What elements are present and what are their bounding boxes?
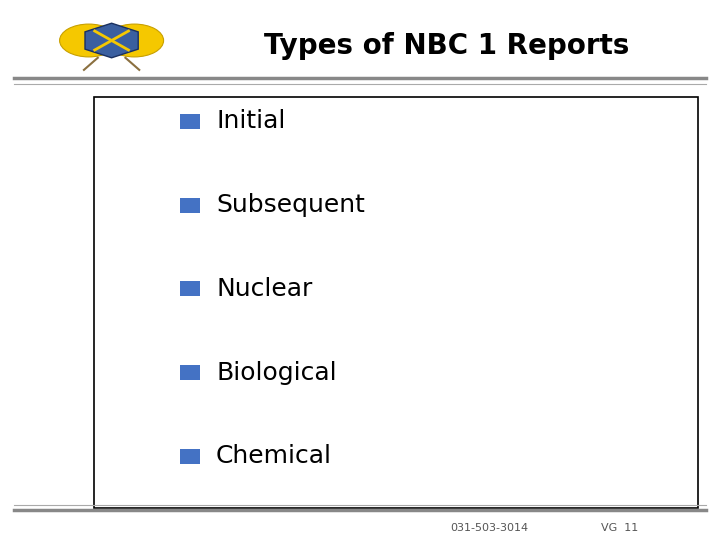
Text: VG  11: VG 11 (600, 523, 638, 533)
Circle shape (105, 24, 163, 57)
Text: Types of NBC 1 Reports: Types of NBC 1 Reports (264, 32, 629, 60)
Bar (180, 365, 200, 380)
Bar (180, 114, 200, 129)
Bar (180, 449, 200, 464)
Text: 031-503-3014: 031-503-3014 (451, 523, 528, 533)
Bar (180, 281, 200, 296)
Bar (180, 198, 200, 213)
Polygon shape (85, 23, 138, 58)
Text: Subsequent: Subsequent (216, 193, 365, 217)
FancyBboxPatch shape (94, 97, 698, 508)
Text: Biological: Biological (216, 361, 337, 384)
Text: Initial: Initial (216, 110, 285, 133)
Text: Chemical: Chemical (216, 444, 332, 468)
Circle shape (60, 24, 118, 57)
Text: Nuclear: Nuclear (216, 277, 312, 301)
